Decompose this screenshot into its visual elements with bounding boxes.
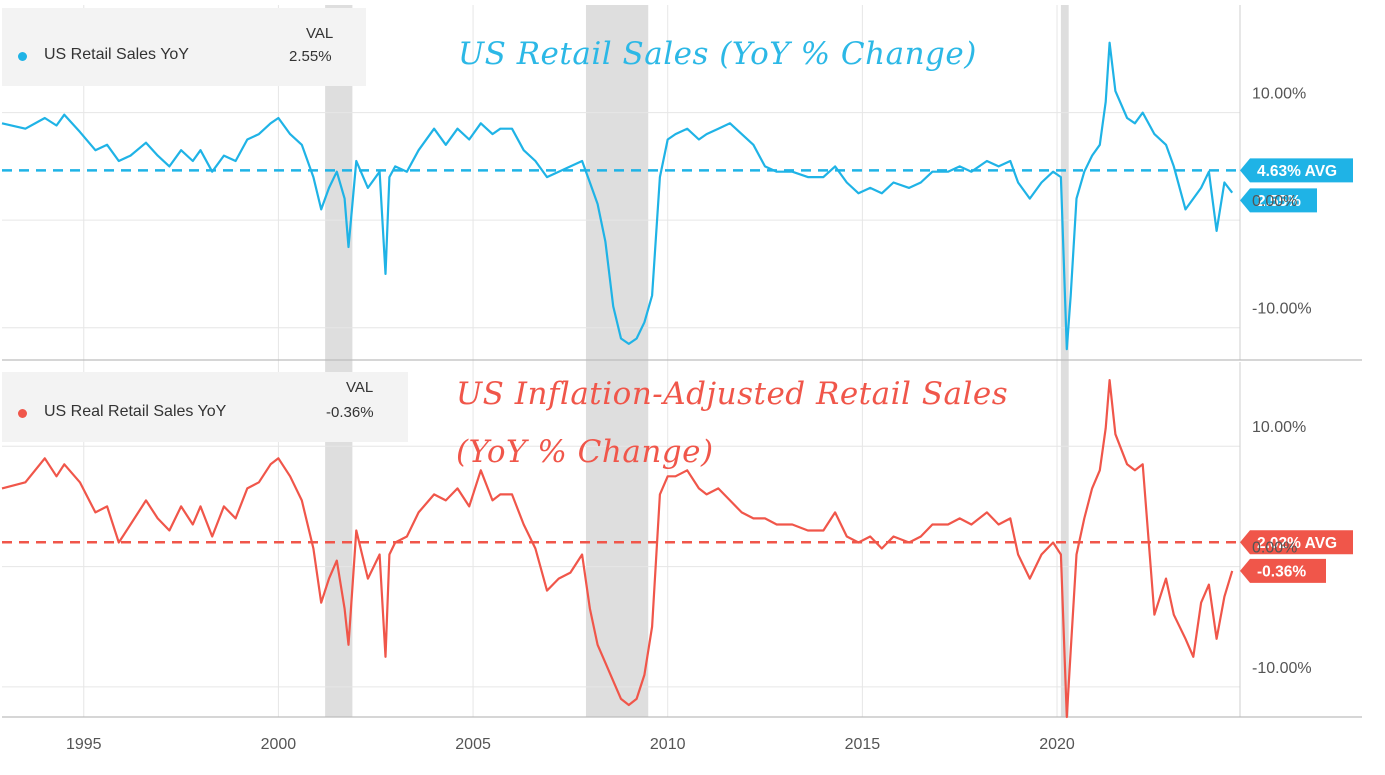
bottom-chart-title-line1: US Inflation-Adjusted Retail Sales [456, 376, 1009, 412]
bottom-avg-badge-shape [1240, 530, 1353, 555]
top-avg-badge: 4.63% AVG [1240, 158, 1353, 183]
bottom-y-tick-2: -10.00% [1252, 660, 1312, 677]
bottom-chart-title-line2: (YoY % Change) [456, 434, 714, 470]
x-tick-2010: 2010 [650, 736, 686, 753]
legend-top [2, 8, 366, 86]
gridlines [2, 5, 1362, 718]
top-y-tick-0: 10.00% [1252, 86, 1306, 103]
top-avg-badge-shape [1240, 158, 1353, 183]
bottom-avg-badge: 2.02% AVG [1240, 530, 1353, 555]
recession-band-2 [585, 5, 649, 717]
x-tick-2005: 2005 [455, 736, 491, 753]
top-last-badge-text: 2.55% [1257, 193, 1301, 210]
bottom-last-badge-shape [1240, 558, 1326, 583]
legend-top-val-header: VAL [306, 25, 334, 42]
bottom-y-tick-0: 10.00% [1252, 419, 1306, 436]
legend-top-series-name: US Retail Sales YoY [44, 46, 189, 63]
legend-bottom-value: -0.36% [326, 404, 374, 421]
top-avg-badge-text: 4.63% AVG [1257, 163, 1337, 180]
x-tick-2020: 2020 [1039, 736, 1075, 753]
top-last-badge: 2.55% [1240, 188, 1317, 213]
series-lines [1, 41, 1240, 719]
bottom-last-badge: -0.36% [1240, 558, 1326, 583]
legend-bottom-series-name: US Real Retail Sales YoY [44, 403, 227, 420]
bottom-last-badge-text: -0.36% [1257, 563, 1306, 580]
legend-bottom-dot [18, 409, 27, 418]
bottom-y-tick-1: 0.00% [1252, 540, 1297, 557]
value-badges: 4.63% AVG 2.55% 2.02% AVG -0.36% [1240, 158, 1353, 583]
top-last-badge-shape [1240, 188, 1317, 213]
top-y-tick-1: 0.00% [1252, 193, 1297, 210]
top-series-line [1, 41, 1234, 351]
axis-labels: 10.00% 0.00% -10.00% 10.00% 0.00% -10.00% 1995… [66, 86, 1312, 753]
top-y-tick-2: -10.00% [1252, 301, 1312, 318]
legend-bottom-val-header: VAL [346, 379, 374, 396]
x-tick-1995: 1995 [66, 736, 102, 753]
recession-bands [325, 5, 1069, 717]
bottom-series-line [1, 379, 1234, 719]
recession-band-3 [1060, 5, 1069, 717]
legend-top-value: 2.55% [289, 48, 332, 65]
legend-bottom [2, 372, 408, 442]
legend-top-dot [18, 52, 27, 61]
x-tick-2000: 2000 [261, 736, 297, 753]
x-tick-2015: 2015 [845, 736, 881, 753]
recession-band-1 [325, 5, 353, 717]
bottom-avg-badge-text: 2.02% AVG [1257, 535, 1337, 552]
top-chart-title: US Retail Sales (YoY % Change) [458, 36, 977, 72]
